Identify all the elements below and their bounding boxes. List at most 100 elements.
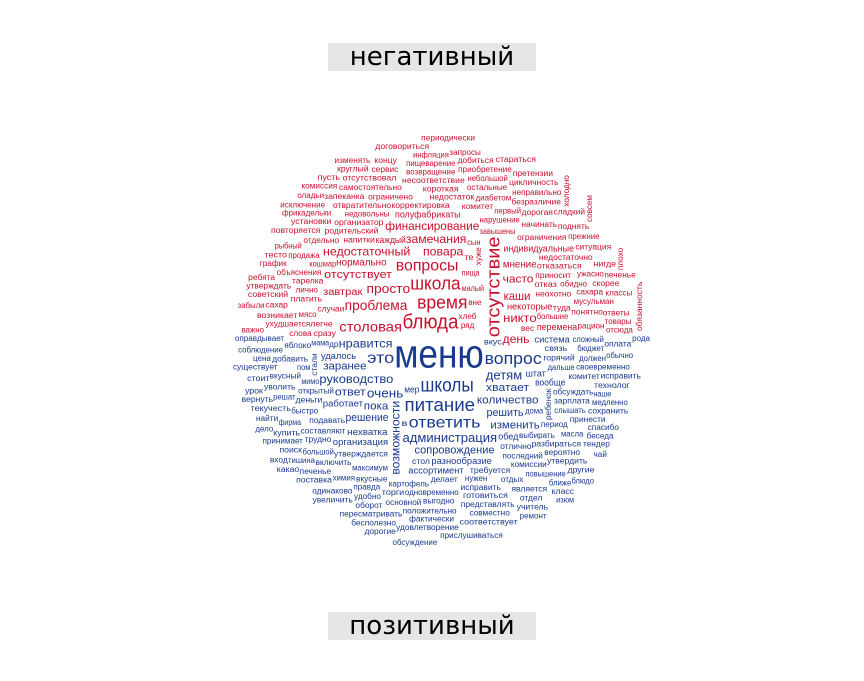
word-neg-228: ряд xyxy=(461,321,475,330)
word-neg-307: график xyxy=(260,259,287,268)
word-neg-261: начинать xyxy=(521,220,557,229)
word-neg-251: туда xyxy=(553,303,571,312)
word-pos-118: фирма xyxy=(279,418,302,427)
word-neg-20: день xyxy=(503,332,530,346)
word-neg-250: недовольны xyxy=(345,210,390,219)
word-neg-252: недостаточно xyxy=(539,253,593,262)
word-pos-110: правда xyxy=(353,483,380,492)
word-pos-102: включить xyxy=(316,458,352,467)
word-pos-181: дело xyxy=(255,425,273,434)
word-neg-286: неправильно xyxy=(512,188,562,197)
word-neg-269: рацион xyxy=(578,321,605,330)
word-pos-116: химия xyxy=(333,474,355,483)
word-pos-85: деньги xyxy=(296,395,323,404)
word-pos-7: вопрос xyxy=(485,349,543,368)
word-neg-272: самостоятельно xyxy=(339,183,402,192)
word-neg-55: индивидуальные xyxy=(503,243,574,253)
word-neg-285: ужасно xyxy=(577,269,604,278)
word-pos-59: дома xyxy=(525,407,543,416)
word-pos-0: меню xyxy=(394,333,484,377)
word-neg-259: первый xyxy=(494,207,521,216)
word-neg-38: нормально xyxy=(336,258,387,269)
word-pos-107: вероятно xyxy=(544,448,580,457)
word-neg-274: безразличие xyxy=(512,197,562,206)
word-neg-244: родительский xyxy=(325,227,379,236)
word-neg-229: хлеб xyxy=(459,312,477,321)
word-pos-65: утверждается xyxy=(334,450,388,459)
word-pos-158: обсуждение xyxy=(393,538,438,547)
word-pos-62: стол xyxy=(412,457,430,466)
word-neg-245: комитет xyxy=(462,202,494,211)
word-pos-63: ребенок xyxy=(544,388,553,420)
word-pos-136: печенье xyxy=(300,467,332,476)
word-pos-86: исправить xyxy=(461,483,501,492)
negative-label: негативный xyxy=(328,43,536,71)
word-neg-265: отвратительно xyxy=(333,201,392,210)
word-neg-294: утверждать xyxy=(246,282,291,291)
word-neg-304: товары xyxy=(605,317,632,326)
word-neg-267: понятно xyxy=(571,307,603,316)
word-pos-74: последний xyxy=(503,451,543,460)
word-neg-270: объяснения xyxy=(277,268,322,277)
word-neg-25: каши xyxy=(504,289,531,303)
word-pos-69: выбирать xyxy=(519,431,555,440)
word-neg-21: повара xyxy=(423,245,464,259)
word-pos-51: вообще xyxy=(535,378,565,388)
word-neg-248: недостаток xyxy=(429,193,474,202)
word-neg-258: короткая xyxy=(423,184,459,193)
word-pos-140: отдел xyxy=(520,494,543,503)
word-neg-232: отказ xyxy=(534,280,557,289)
word-neg-318: периодически xyxy=(421,133,475,142)
word-pos-168: чай xyxy=(594,450,607,459)
word-pos-125: пересматривать xyxy=(340,510,403,519)
word-pos-139: оплата xyxy=(604,340,631,349)
word-pos-72: подавать xyxy=(309,416,345,425)
word-pos-47: мер xyxy=(404,385,419,395)
word-pos-99: отдых xyxy=(501,475,523,484)
word-pos-153: тендер xyxy=(583,440,610,449)
word-neg-234: вне xyxy=(468,298,482,307)
word-pos-42: штат xyxy=(526,368,546,378)
word-pos-33: решение xyxy=(345,412,388,424)
word-pos-138: исправить xyxy=(601,371,641,380)
word-pos-29: пока xyxy=(364,400,390,412)
word-pos-224: рода xyxy=(632,334,650,343)
word-neg-226: случаи xyxy=(317,304,344,313)
word-neg-254: платить xyxy=(291,295,322,304)
word-neg-11: проблема xyxy=(345,297,408,313)
word-pos-78: нужен xyxy=(465,474,487,483)
word-neg-26: недостаточный xyxy=(323,244,410,258)
word-neg-296: скорее xyxy=(592,279,619,288)
word-neg-243: приносит xyxy=(535,271,571,280)
word-neg-227: большие xyxy=(537,312,569,321)
word-pos-66: дальше xyxy=(548,363,575,372)
word-neg-230: малый xyxy=(462,284,484,293)
word-neg-306: инфляция xyxy=(413,151,449,160)
word-pos-43: разнообразие xyxy=(431,456,492,466)
word-neg-236: вес xyxy=(521,324,534,333)
word-neg-289: повторяется xyxy=(271,226,320,235)
word-pos-61: горячий xyxy=(543,353,574,362)
word-pos-155: учитель xyxy=(517,503,548,512)
word-pos-150: ближе xyxy=(549,479,572,488)
word-pos-2: школы xyxy=(421,375,474,396)
word-neg-256: ограничено xyxy=(368,193,413,202)
word-pos-81: одновременно xyxy=(405,488,459,497)
word-neg-54: полуфабрикаты xyxy=(395,210,461,220)
word-neg-301: ответы xyxy=(603,309,630,318)
word-neg-288: установки xyxy=(291,217,331,226)
word-pos-95: бюджет xyxy=(577,344,604,353)
word-neg-305: отсюда xyxy=(606,325,633,334)
word-pos-134: оборот xyxy=(355,501,382,510)
word-pos-97: должен xyxy=(579,354,606,363)
word-neg-348: пусть xyxy=(318,173,340,182)
word-neg-233: сразу xyxy=(314,329,336,338)
word-pos-132: купить xyxy=(273,428,300,437)
word-pos-194: изюм xyxy=(556,496,574,505)
word-neg-262: тарелка xyxy=(292,277,324,286)
word-pos-154: поставка xyxy=(296,476,332,485)
word-neg-335: хуже xyxy=(474,247,483,265)
word-neg-263: несоответствие xyxy=(402,176,465,185)
word-pos-34: изменить xyxy=(490,419,540,431)
word-pos-124: сохранить xyxy=(588,406,628,415)
